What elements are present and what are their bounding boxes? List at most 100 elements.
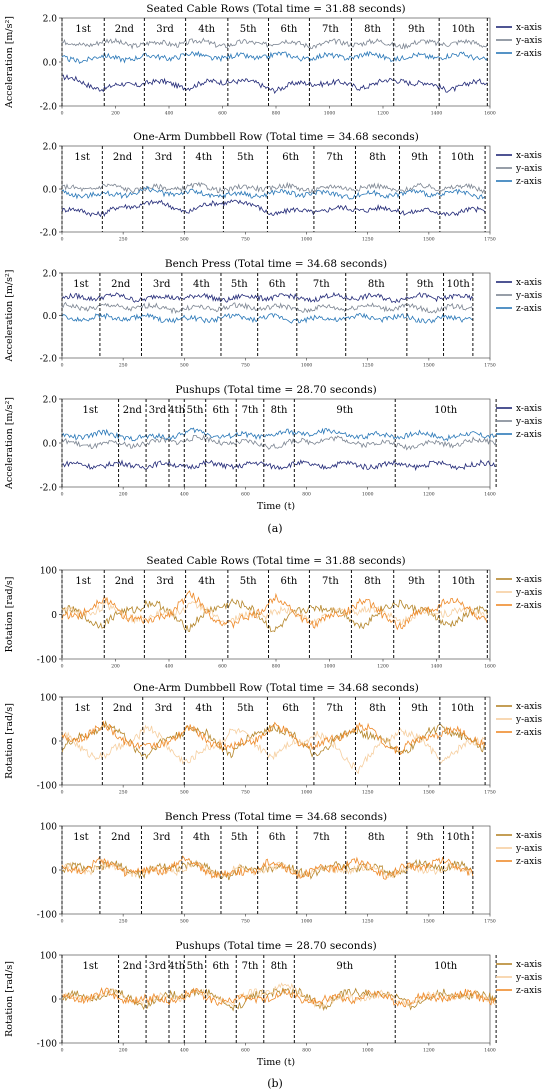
y-tick-label: 100: [40, 694, 57, 704]
x-tick-label: 0: [61, 237, 64, 243]
rep-label: 9th: [417, 279, 434, 290]
x-tick-label: 500: [180, 790, 189, 796]
legend-label: x-axis: [516, 23, 542, 33]
x-tick-label: 1500: [423, 363, 435, 369]
chart-panel: Pushups (Total time = 28.70 seconds) 2.0 0…: [4, 384, 542, 512]
legend-label: y-axis: [515, 417, 542, 427]
y-tick-label: 100: [40, 823, 57, 833]
rep-label: 8th: [369, 152, 386, 163]
rep-label: 9th: [411, 152, 428, 163]
x-tick-label: 1000: [301, 919, 313, 925]
x-tick-label: 0: [61, 363, 64, 369]
x-tick-label: 1000: [362, 492, 374, 498]
x-tick-label: 750: [241, 237, 250, 243]
rep-label: 3rd: [156, 576, 174, 587]
x-tick-label: 1750: [484, 919, 496, 925]
series-line: [61, 459, 497, 472]
y-axis-label: Rotation [rad/s]: [4, 577, 15, 653]
x-tick-label: 1000: [362, 1048, 374, 1054]
legend-label: x-axis: [516, 278, 542, 288]
y-tick-label: 2.0: [43, 396, 58, 406]
rep-label: 5th: [237, 703, 254, 714]
y-tick-label: 0: [51, 611, 57, 621]
rep-label: 3rd: [155, 703, 173, 714]
legend-label: x-axis: [516, 702, 542, 712]
x-tick-label: 400: [165, 664, 174, 670]
rep-label: 4th: [193, 832, 210, 843]
x-tick-label: 1200: [423, 492, 435, 498]
rep-label: 4th: [168, 405, 185, 416]
series-line: [61, 291, 474, 304]
rep-label: 3rd: [153, 832, 171, 843]
rep-label: 7th: [322, 576, 339, 587]
y-tick-label: 2.0: [43, 270, 58, 280]
x-tick-label: 0: [61, 919, 64, 925]
y-tick-label: -2.0: [40, 355, 58, 365]
x-tick-label: 1500: [423, 790, 435, 796]
y-tick-label: 0: [51, 996, 57, 1006]
rep-label: 2nd: [123, 961, 143, 972]
y-tick-label: 100: [40, 567, 57, 577]
rep-label: 9th: [336, 405, 353, 416]
legend-label: y-axis: [515, 715, 542, 725]
x-tick-label: 800: [272, 664, 281, 670]
legend-label: z-axis: [516, 49, 542, 59]
x-tick-label: 1400: [484, 492, 496, 498]
rep-label: 8th: [271, 961, 288, 972]
rep-label: 6th: [213, 961, 230, 972]
series-line: [61, 181, 486, 194]
chart-title: Seated Cable Rows (Total time = 31.88 se…: [146, 555, 405, 567]
rep-label: 2nd: [115, 24, 135, 35]
x-tick-label: 600: [241, 492, 250, 498]
x-tick-label: 800: [302, 492, 311, 498]
rep-label: 6th: [213, 405, 230, 416]
x-tick-label: 500: [180, 919, 189, 925]
y-axis-label: Acceleration [m/s²]: [4, 16, 15, 109]
y-tick-label: 0.0: [43, 440, 58, 450]
rep-label: 10th: [434, 961, 458, 972]
legend-label: x-axis: [516, 151, 542, 161]
chart-title: Bench Press (Total time = 34.68 seconds): [165, 811, 387, 823]
legend-label: z-axis: [516, 601, 542, 611]
rep-label: 6th: [269, 279, 286, 290]
rep-label: 6th: [281, 576, 298, 587]
x-tick-label: 1400: [431, 664, 443, 670]
legend-label: y-axis: [515, 36, 542, 46]
chart-title: One-Arm Dumbbell Row (Total time = 34.68…: [133, 682, 419, 694]
rep-label: 8th: [364, 576, 381, 587]
series-line: [61, 598, 488, 633]
y-tick-label: -2.0: [40, 103, 58, 113]
x-tick-label: 750: [241, 790, 250, 796]
rep-label: 4th: [198, 576, 215, 587]
rep-label: 7th: [326, 152, 343, 163]
y-axis-label: Acceleration [m/s²]: [4, 397, 15, 490]
rep-label: 6th: [282, 703, 299, 714]
y-tick-label: 0.0: [43, 59, 58, 69]
chart-panel: One-Arm Dumbbell Row (Total time = 34.68…: [4, 682, 542, 796]
legend-label: x-axis: [516, 404, 542, 414]
caption-b: (b): [267, 1077, 283, 1090]
y-axis-label: Acceleration [m/s²]: [4, 269, 15, 362]
x-tick-label: 1250: [362, 919, 374, 925]
rep-label: 1st: [75, 24, 91, 35]
rep-label: 4th: [195, 152, 212, 163]
series-line: [61, 199, 486, 218]
chart-title: One-Arm Dumbbell Row (Total time = 34.68…: [133, 131, 419, 143]
rep-label: 5th: [187, 961, 204, 972]
rep-label: 10th: [452, 24, 476, 35]
x-tick-label: 800: [272, 111, 281, 117]
rep-label: 8th: [368, 832, 385, 843]
rep-label: 7th: [242, 405, 259, 416]
legend-label: z-axis: [516, 430, 542, 440]
chart-panel: Bench Press (Total time = 34.68 seconds)…: [4, 258, 542, 369]
x-tick-label: 1400: [484, 1048, 496, 1054]
rep-label: 3rd: [153, 279, 171, 290]
y-axis-label: Rotation [rad/s]: [4, 961, 15, 1037]
rep-label: 4th: [168, 961, 185, 972]
y-tick-label: 0: [51, 867, 57, 877]
series-line: [61, 987, 497, 1008]
x-tick-label: 1000: [301, 363, 313, 369]
rep-label: 3rd: [156, 24, 174, 35]
x-tick-label: 1750: [484, 363, 496, 369]
